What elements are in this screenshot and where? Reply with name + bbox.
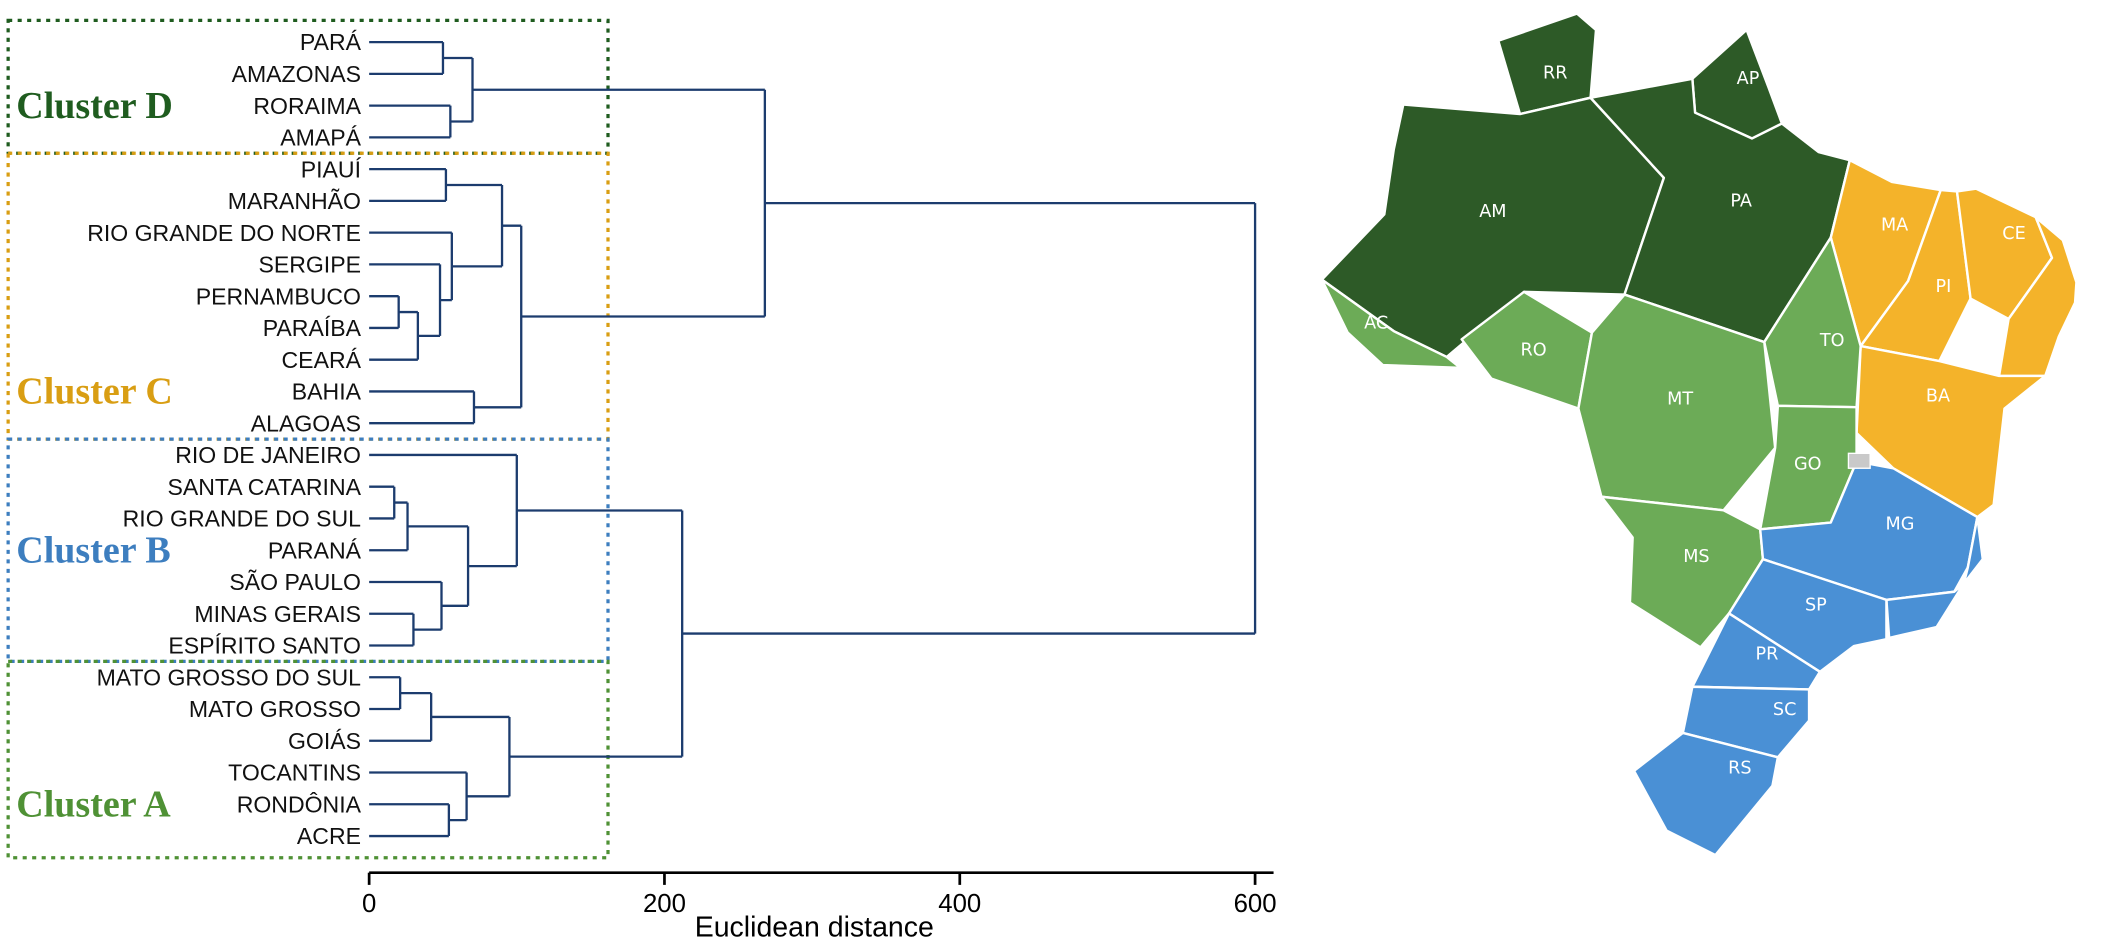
state-DF — [1847, 452, 1871, 469]
state-label-MA: MA — [1881, 216, 1908, 236]
x-axis-label: Euclidean distance — [695, 911, 934, 943]
leaf-label: BAHIA — [292, 379, 362, 405]
leaf-label: PARANÁ — [268, 537, 362, 563]
state-PA — [1589, 77, 1852, 344]
state-label-CE: CE — [2002, 224, 2025, 244]
leaf-label: SÃO PAULO — [229, 569, 361, 595]
state-label-AC: AC — [1364, 313, 1388, 333]
leaf-label: SERGIPE — [258, 252, 361, 278]
state-SC — [1681, 685, 1811, 759]
state-label-GO: GO — [1794, 455, 1822, 475]
leaf-label: RIO GRANDE DO SUL — [123, 506, 362, 532]
x-tick-label: 400 — [938, 890, 981, 918]
state-label-MS: MS — [1683, 547, 1709, 567]
leaf-label: PARAÍBA — [263, 315, 362, 341]
leaf-label: MATO GROSSO DO SUL — [97, 664, 362, 690]
state-label-SP: SP — [1805, 596, 1827, 616]
cluster-boxes: Cluster D Cluster C Cluster B Cluster A — [6, 18, 610, 860]
cluster-box-A — [6, 659, 610, 860]
brazil-map: RR AP AM PA MA PI CE BA TO AC RO MT GO MS MG SP PR SC RS — [1320, 12, 2078, 857]
state-label-TO: TO — [1819, 331, 1845, 351]
leaf-label: PERNAMBUCO — [196, 283, 361, 309]
state-MT — [1577, 293, 1777, 512]
dendrogram-links — [369, 40, 1257, 838]
dendrogram — [369, 40, 1257, 838]
leaf-label: PIAUÍ — [301, 156, 362, 182]
state-RS — [1632, 731, 1780, 857]
leaf-label: MINAS GERAIS — [194, 601, 361, 627]
leaf-label: ALAGOAS — [251, 410, 361, 436]
leaf-label: MATO GROSSO — [189, 696, 361, 722]
state-AC — [1320, 278, 1462, 370]
cluster-label-A: Cluster A — [16, 783, 171, 825]
state-label-BA: BA — [1926, 387, 1950, 407]
leaf-label: RONDÔNIA — [237, 790, 362, 817]
state-label-PR: PR — [1756, 645, 1779, 665]
state-label-RO: RO — [1521, 341, 1547, 361]
state-label-RR: RR — [1543, 64, 1568, 84]
leaf-label: ACRE — [297, 823, 361, 849]
leaf-label: CEARÁ — [282, 347, 362, 373]
x-axis: 0 200 400 600 — [362, 871, 1277, 918]
leaf-label: RORAIMA — [253, 93, 361, 119]
state-label-PI: PI — [1936, 277, 1952, 297]
leaf-label: TOCANTINS — [228, 760, 361, 786]
cluster-box-C — [6, 151, 610, 441]
state-label-AM: AM — [1479, 202, 1506, 222]
leaf-label: ESPÍRITO SANTO — [168, 633, 361, 659]
leaf-label: AMAPÁ — [280, 125, 361, 151]
state-label-SC: SC — [1773, 700, 1797, 720]
leaf-label: PARÁ — [300, 29, 362, 55]
state-RJ — [1885, 582, 1966, 640]
leaf-label: GOIÁS — [288, 728, 361, 754]
x-tick-label: 0 — [362, 890, 376, 918]
leaf-label: MARANHÃO — [228, 188, 361, 214]
leaf-label: AMAZONAS — [232, 61, 361, 87]
state-label-MG: MG — [1886, 514, 1915, 534]
cluster-box-D — [6, 18, 610, 155]
leaf-label: SANTA CATARINA — [168, 474, 362, 500]
cluster-label-D: Cluster D — [16, 85, 173, 127]
state-label-PA: PA — [1730, 191, 1752, 211]
state-label-RS: RS — [1728, 759, 1751, 779]
state-label-AP: AP — [1737, 69, 1760, 89]
leaf-label: RIO DE JANEIRO — [175, 442, 361, 468]
state-NE — [1997, 215, 2078, 378]
cluster-box-B — [6, 437, 610, 664]
leaf-label: RIO GRANDE DO NORTE — [87, 220, 361, 246]
cluster-label-C: Cluster C — [16, 371, 173, 413]
x-tick-label: 600 — [1234, 890, 1277, 918]
cluster-label-B: Cluster B — [16, 529, 170, 571]
state-RR — [1497, 12, 1598, 116]
x-tick-label: 200 — [643, 890, 686, 918]
state-label-MT: MT — [1667, 389, 1693, 409]
dendrogram-leaf-labels: PARÁ AMAZONAS RORAIMA AMAPÁ PIAUÍ MARANHÃO RIO… — [87, 29, 361, 849]
